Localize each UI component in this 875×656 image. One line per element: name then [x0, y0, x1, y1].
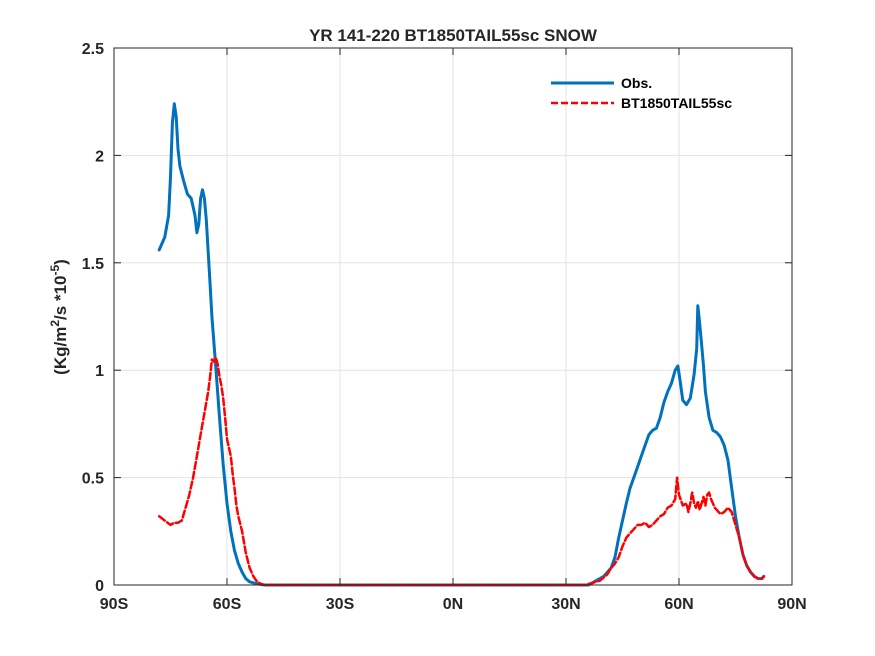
x-tick-label: 90S	[100, 596, 129, 613]
y-tick-label: 2.5	[82, 41, 104, 58]
y-tick-labels: 0 0.5 1 1.5 2 2.5	[82, 41, 104, 595]
series-line-obs	[157, 102, 766, 587]
y-tick-label: 1.5	[82, 256, 104, 273]
legend-label-model: BT1850TAIL55sc	[621, 95, 732, 111]
y-axis-label-base: (Kg/m	[51, 327, 70, 375]
chart-title: YR 141-220 BT1850TAIL55sc SNOW	[309, 26, 598, 45]
y-tick-label: 0	[95, 578, 104, 595]
ticks	[113, 47, 793, 586]
x-tick-label: 60N	[664, 596, 693, 613]
x-tick-label: 90N	[777, 596, 806, 613]
legend-label-obs: Obs.	[621, 75, 652, 91]
x-tick-label: 30N	[551, 596, 580, 613]
y-axis-label-end: )	[51, 259, 70, 265]
y-axis-label-sup1: 2	[48, 320, 62, 327]
y-axis-label-mid: /s *10	[51, 276, 70, 320]
x-tick-labels: 90S 60S 30S 0N 30N 60N 90N	[100, 596, 807, 613]
series-line-model	[157, 356, 766, 587]
y-tick-label: 0.5	[82, 471, 104, 488]
x-tick-label: 60S	[213, 596, 242, 613]
y-axis-label-sup2: -5	[48, 265, 62, 276]
x-tick-label: 0N	[443, 596, 463, 613]
x-tick-label: 30S	[326, 596, 355, 613]
series-layer	[157, 102, 766, 587]
legend: Obs. BT1850TAIL55sc	[551, 75, 732, 111]
y-tick-label: 2	[95, 148, 104, 165]
y-tick-label: 1	[95, 363, 104, 380]
y-axis-label: (Kg/m2/s *10-5)	[48, 259, 70, 375]
